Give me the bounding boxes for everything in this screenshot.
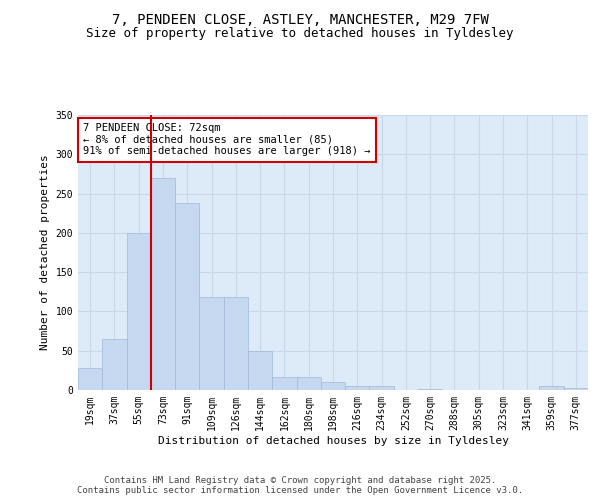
Text: 7, PENDEEN CLOSE, ASTLEY, MANCHESTER, M29 7FW: 7, PENDEEN CLOSE, ASTLEY, MANCHESTER, M2… bbox=[112, 12, 488, 26]
Bar bbox=[370, 386, 394, 390]
Bar bbox=[151, 178, 175, 390]
Bar bbox=[199, 298, 224, 390]
Bar bbox=[321, 382, 345, 390]
Bar bbox=[224, 298, 248, 390]
X-axis label: Distribution of detached houses by size in Tyldesley: Distribution of detached houses by size … bbox=[157, 436, 509, 446]
Bar bbox=[418, 389, 442, 390]
Bar bbox=[248, 350, 272, 390]
Bar bbox=[78, 368, 102, 390]
Text: Contains HM Land Registry data © Crown copyright and database right 2025.
Contai: Contains HM Land Registry data © Crown c… bbox=[77, 476, 523, 495]
Text: 7 PENDEEN CLOSE: 72sqm
← 8% of detached houses are smaller (85)
91% of semi-deta: 7 PENDEEN CLOSE: 72sqm ← 8% of detached … bbox=[83, 123, 371, 156]
Text: Size of property relative to detached houses in Tyldesley: Size of property relative to detached ho… bbox=[86, 28, 514, 40]
Bar bbox=[345, 386, 370, 390]
Bar bbox=[175, 203, 199, 390]
Bar bbox=[564, 388, 588, 390]
Bar bbox=[127, 233, 151, 390]
Bar bbox=[296, 376, 321, 390]
Bar bbox=[272, 376, 296, 390]
Bar bbox=[102, 339, 127, 390]
Bar bbox=[539, 386, 564, 390]
Y-axis label: Number of detached properties: Number of detached properties bbox=[40, 154, 50, 350]
